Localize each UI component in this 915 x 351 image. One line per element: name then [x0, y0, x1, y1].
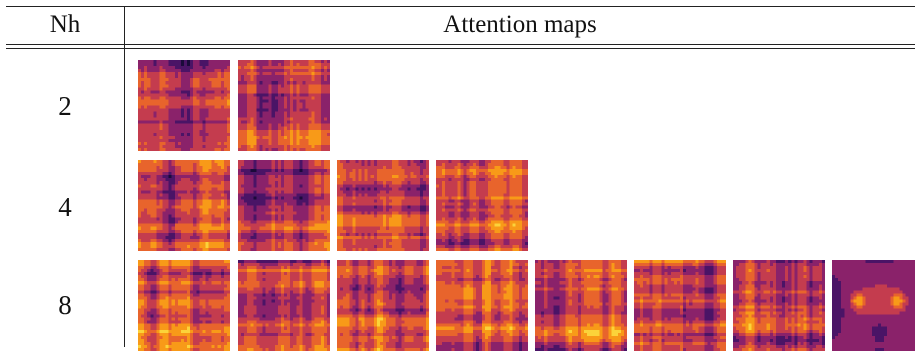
attention-map-nh4-head-4: [436, 160, 528, 251]
table-top-rule: [6, 6, 915, 7]
attention-map-nh8-head-3: [337, 260, 429, 351]
attention-map-nh8-head-6: [634, 260, 726, 351]
attention-map-nh8-head-7: [733, 260, 825, 351]
attention-map-nh4-head-2: [238, 160, 330, 251]
header-rule-1: [6, 44, 915, 45]
attention-map-nh2-head-1: [138, 60, 230, 151]
row-label-nh-2: 2: [58, 91, 72, 121]
attention-map-nh8-head-5: [535, 260, 627, 351]
attention-map-nh4-head-1: [138, 160, 230, 251]
header-rule-2: [6, 48, 915, 49]
column-divider: [124, 6, 125, 347]
attention-map-nh8-head-2: [238, 260, 330, 351]
attention-map-nh8-head-8: [832, 260, 915, 351]
attention-map-nh8-head-1: [138, 260, 230, 351]
row-label-nh-4: 4: [58, 192, 72, 222]
header-attention-maps: Attention maps: [443, 11, 597, 38]
header-nh: Nh: [49, 11, 81, 38]
attention-map-nh4-head-3: [337, 160, 429, 251]
row-label-nh-8: 8: [58, 290, 72, 320]
attention-map-nh2-head-2: [238, 60, 330, 151]
attention-map-nh8-head-4: [436, 260, 528, 351]
